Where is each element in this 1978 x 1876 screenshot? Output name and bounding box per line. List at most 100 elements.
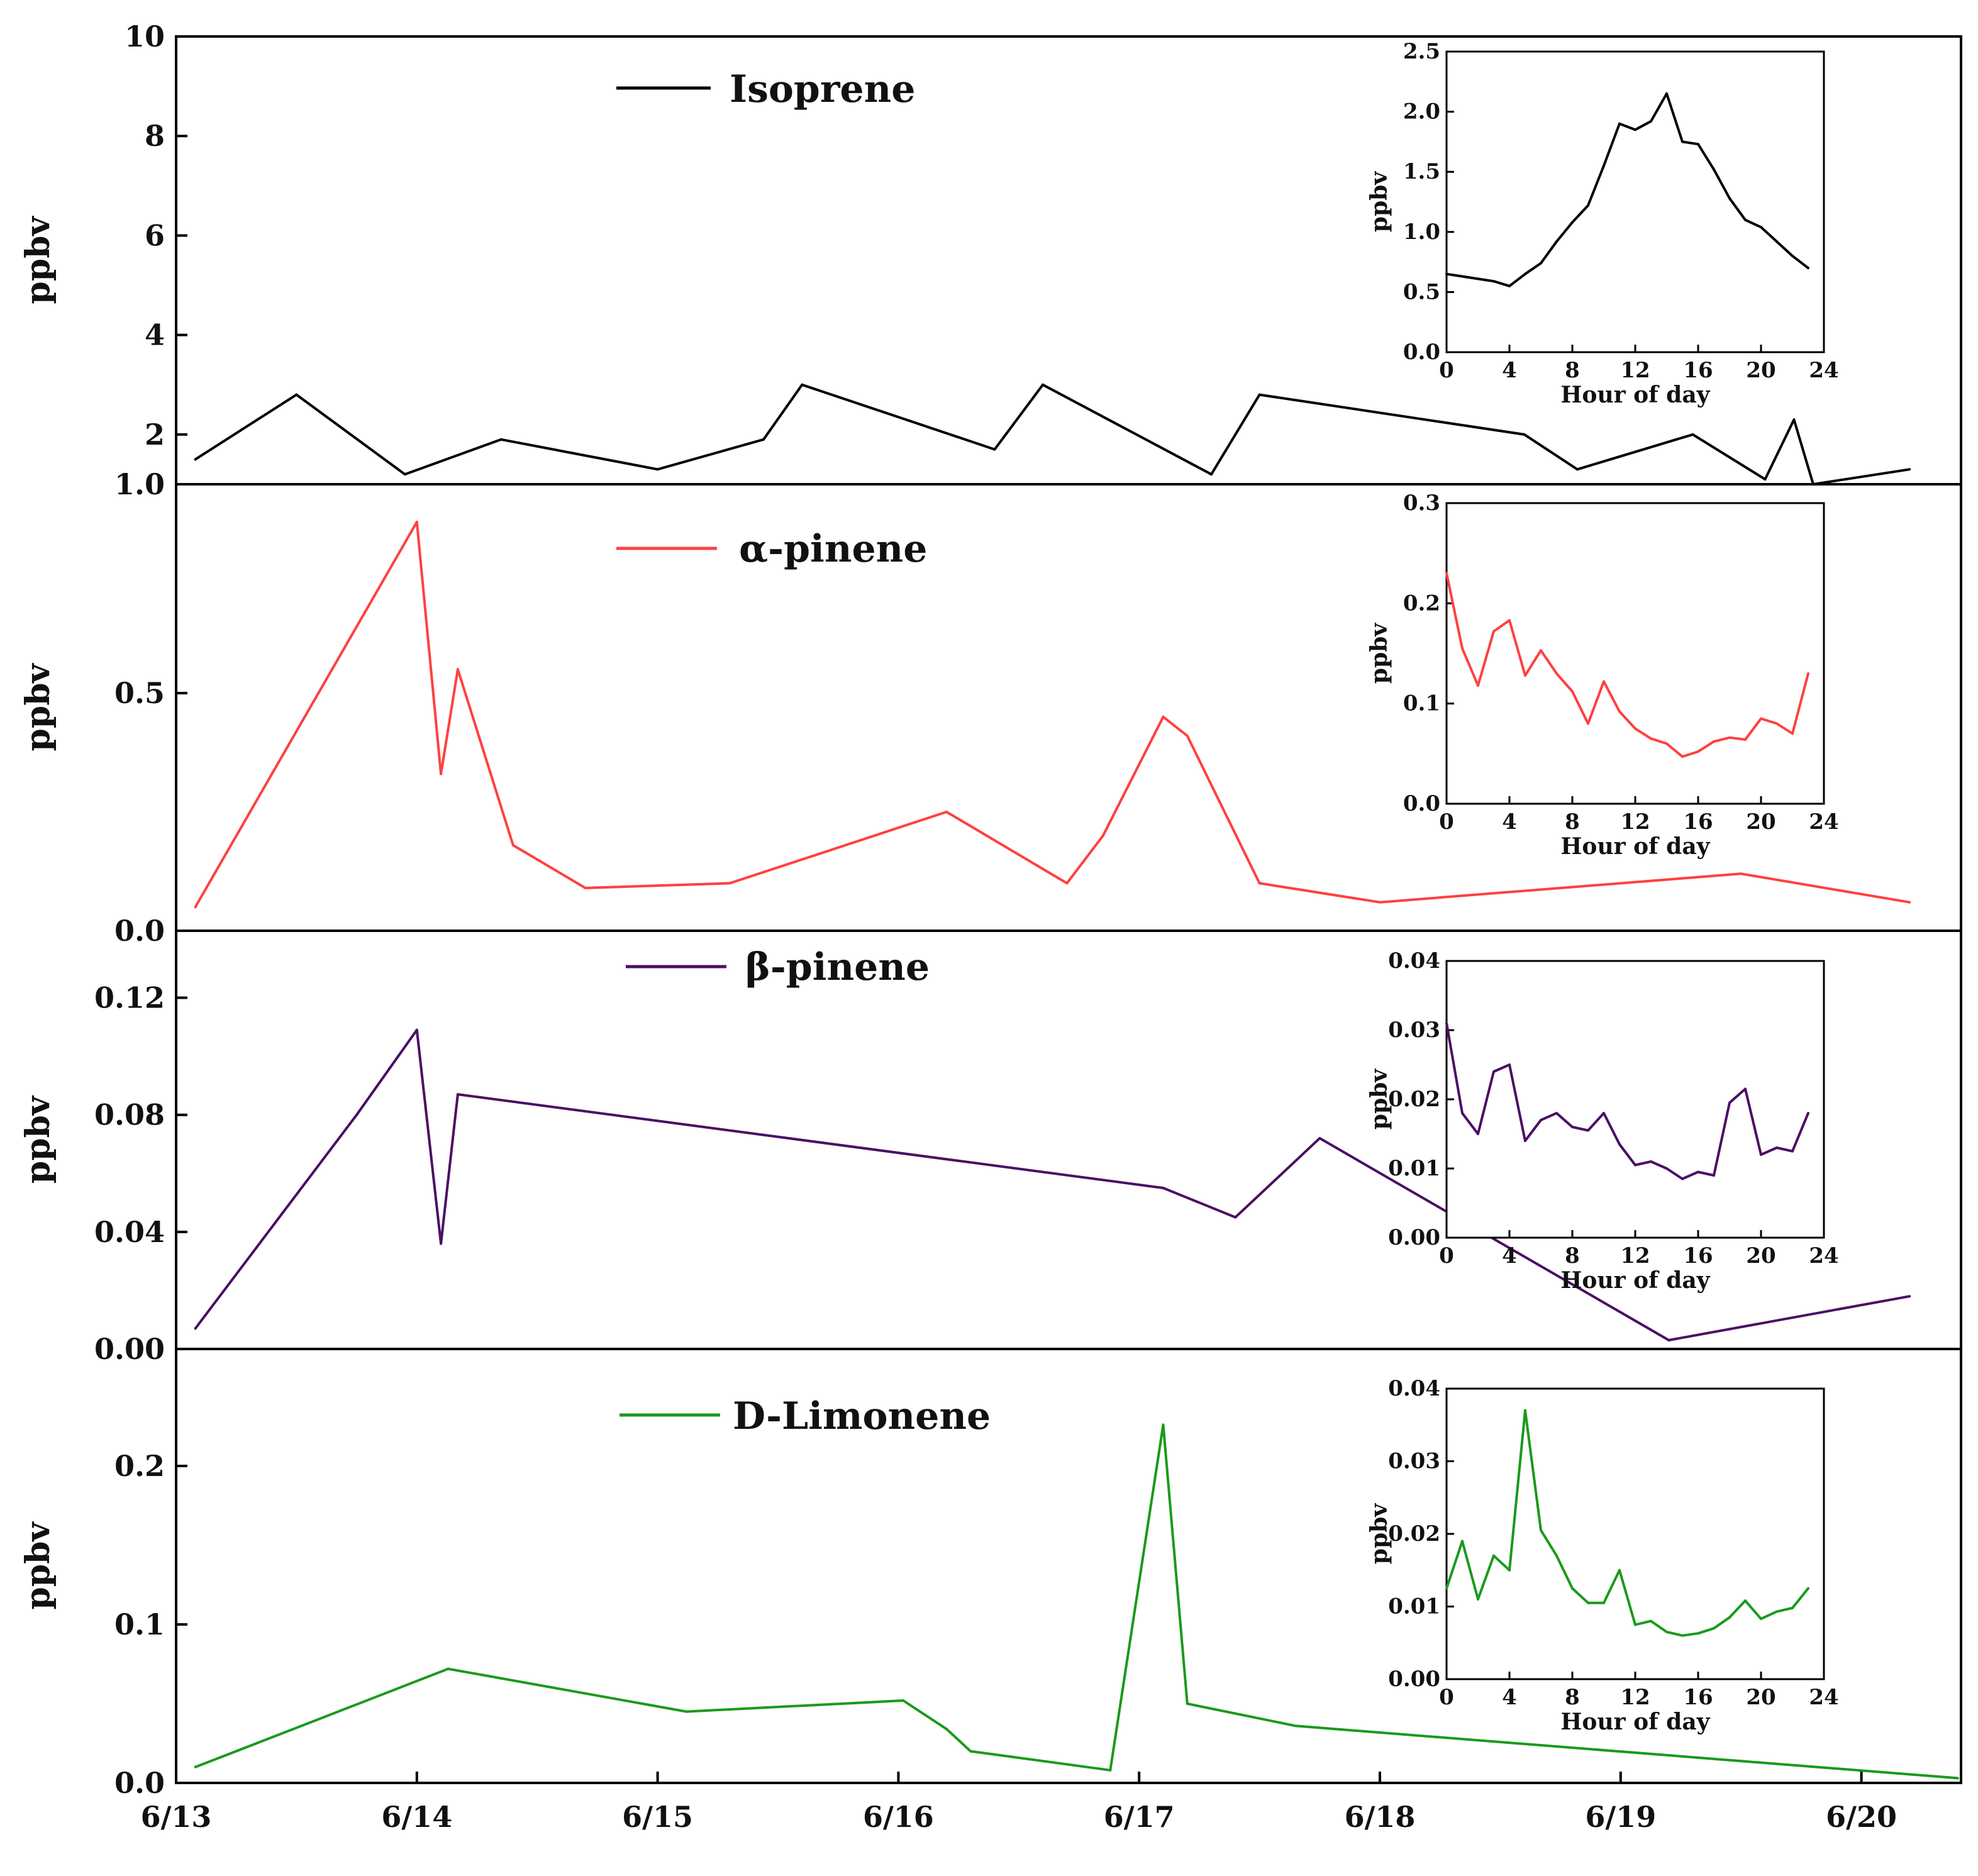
inset-y-tick-label: 0.3 (1403, 491, 1440, 516)
data-point (295, 393, 298, 396)
data-point (194, 1327, 197, 1330)
data-point (194, 1765, 197, 1768)
x-tick-label: 6/14 (381, 1800, 452, 1834)
inset-data-point (1587, 204, 1589, 207)
inset-data-point (1445, 272, 1448, 275)
inset-x-tick-label: 20 (1746, 1243, 1775, 1268)
inset-x-tick-label: 20 (1746, 1685, 1775, 1710)
inset-data-point (1571, 690, 1574, 693)
data-point (440, 1242, 443, 1245)
data-point (1109, 1768, 1112, 1772)
inset-data-point (1713, 1627, 1715, 1630)
inset-data-point (1524, 1409, 1526, 1412)
inset-data-point (1524, 1140, 1526, 1142)
shared-x-axis: 6/13 6/14 6/15 6/16 6/17 6/18 6/19 6/20 (141, 1772, 1897, 1834)
data-point (1101, 834, 1104, 837)
data-point (1740, 872, 1743, 875)
panel-2: 0.0 0.5 ppbv α-pinene (19, 483, 1962, 948)
inset-data-point (1728, 736, 1731, 739)
inset-y-tick-label: 0.00 (1388, 1225, 1440, 1250)
inset-x-tick-label: 20 (1746, 358, 1775, 383)
inset-data-point (1540, 649, 1542, 652)
inset-x-axis-label: Hour of day (1560, 1267, 1710, 1294)
inset-data-point (1555, 1112, 1558, 1114)
data-point (1908, 901, 1911, 904)
inset-y-tick-label: 0.04 (1388, 948, 1440, 974)
inset-x-tick-label: 12 (1620, 358, 1650, 383)
y-tick-label: 0.12 (94, 981, 165, 1015)
inset-y-axis-label: ppbv (1366, 1503, 1392, 1565)
inset-data-point (1807, 267, 1809, 270)
inset-y-axis-label: ppbv (1366, 1068, 1392, 1130)
x-tick-label: 6/13 (141, 1800, 212, 1834)
inset-series-line (1446, 92, 1809, 287)
inset-x-tick-label: 4 (1502, 1243, 1517, 1268)
inset-data-point (1697, 1170, 1699, 1174)
inset-1: 0.0 0.5 1.0 1.5 2.0 2.5 0 4 8 12 16 20 24 Hour of day… (1366, 39, 1839, 408)
inset-data-point (1760, 1153, 1762, 1156)
inset-data-point (1728, 197, 1731, 200)
data-point (1186, 1702, 1189, 1705)
inset-data-point (1445, 1022, 1448, 1024)
inset-data-point (1775, 1146, 1778, 1149)
y-tick-label: 0.1 (114, 1607, 165, 1641)
inset-data-point (1665, 1167, 1668, 1170)
inset-data-point (1775, 240, 1778, 243)
inset-y-tick-label: 0.03 (1388, 1449, 1440, 1474)
data-point (728, 882, 731, 885)
inset-y-tick-label: 1.5 (1403, 159, 1440, 184)
inset-data-point (1461, 1540, 1464, 1543)
inset-data-point (1477, 1133, 1479, 1135)
data-point (1186, 735, 1189, 738)
inset-data-point (1665, 1630, 1668, 1633)
data-point (1318, 1136, 1321, 1140)
inset-data-point (1618, 1143, 1621, 1146)
data-point (456, 1093, 459, 1096)
inset-2: 0.0 0.1 0.2 0.3 0 4 8 12 16 20 24 Hour of day ppbv (1366, 491, 1839, 860)
data-point (656, 468, 659, 471)
inset-y-tick-label: 1.0 (1403, 219, 1440, 245)
y-tick-label: 8 (145, 119, 165, 153)
inset-data-point (1713, 1174, 1715, 1177)
data-point (403, 473, 406, 476)
inset-x-tick-label: 8 (1565, 1685, 1580, 1710)
inset-x-axis-label: Hour of day (1560, 1709, 1710, 1735)
series-line (194, 383, 1910, 486)
y-tick-label: 0.5 (114, 676, 165, 710)
inset-data-point (1728, 1616, 1731, 1619)
data-point (1065, 882, 1069, 885)
series-line (194, 521, 1910, 908)
data-point (194, 906, 197, 909)
data-point (1691, 433, 1694, 436)
inset-data-point (1634, 128, 1636, 131)
legend-label: Isoprene (730, 67, 915, 111)
series-line (194, 1028, 1910, 1341)
inset-data-point (1634, 1623, 1636, 1626)
inset-data-point (1445, 572, 1448, 575)
inset-data-point (1618, 710, 1621, 713)
inset-data-point (1697, 1632, 1699, 1635)
inset-data-point (1807, 1112, 1809, 1114)
inset-data-point (1508, 619, 1511, 622)
inset-data-point (1775, 1610, 1778, 1613)
inset-x-tick-label: 16 (1683, 1685, 1713, 1710)
inset-data-point (1681, 1634, 1684, 1637)
y-tick-label: 0.0 (114, 914, 165, 948)
panel-4: 0.0 0.1 0.2 ppbv D-Limonene (19, 1348, 1962, 1800)
inset-y-tick-label: 2.5 (1403, 39, 1440, 64)
inset-data-point (1603, 680, 1605, 683)
inset-x-tick-label: 16 (1683, 809, 1713, 835)
inset-y-tick-label: 0.02 (1388, 1087, 1440, 1112)
inset-data-point (1540, 1529, 1542, 1532)
data-point (447, 1667, 450, 1670)
inset-x-axis-label: Hour of day (1560, 833, 1710, 860)
inset-data-point (1445, 1587, 1448, 1590)
data-point (1956, 1777, 1959, 1780)
inset-data-point (1775, 722, 1778, 725)
y-tick-label: 0.04 (94, 1215, 165, 1249)
inset-data-point (1665, 92, 1668, 95)
data-point (1379, 901, 1381, 904)
inset-y-tick-label: 0.01 (1388, 1594, 1440, 1619)
inset-data-point (1477, 684, 1479, 687)
data-point (1294, 1724, 1297, 1728)
